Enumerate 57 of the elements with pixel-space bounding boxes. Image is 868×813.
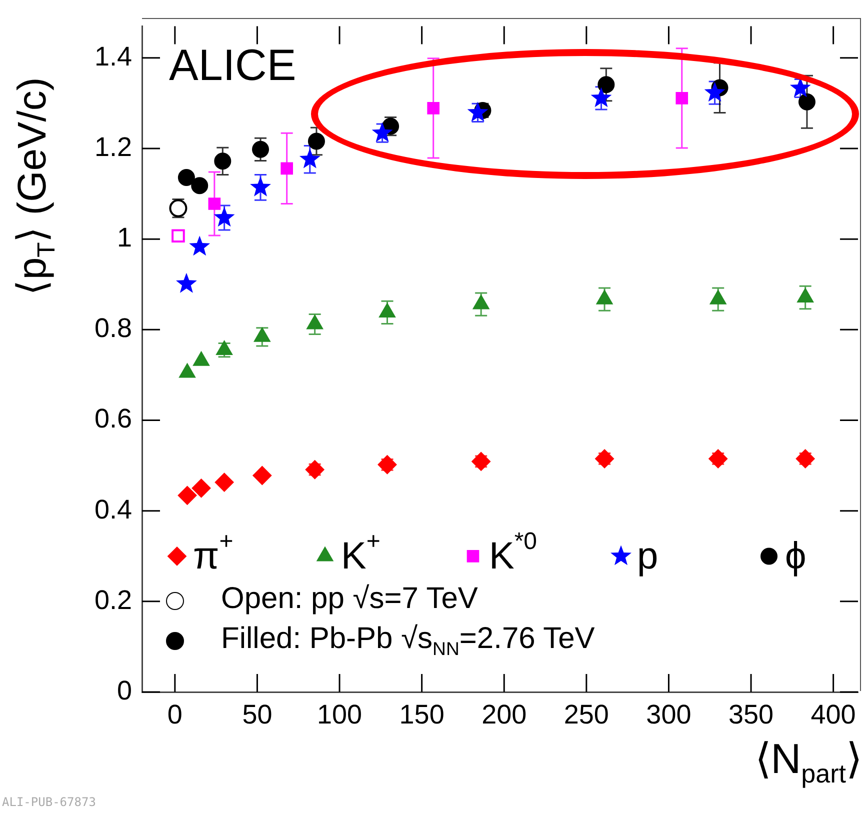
y-tick-label: 0: [116, 675, 132, 706]
point: [252, 140, 270, 158]
point: [590, 87, 612, 108]
legend-label: p: [637, 536, 658, 578]
annotation: Open: pp √s=7 TeV: [221, 582, 478, 616]
x-tick-label: 0: [167, 700, 182, 730]
point: [250, 176, 271, 196]
x-tick-label: 400: [810, 700, 856, 730]
point: [189, 236, 210, 256]
legend-label: K+: [341, 528, 380, 578]
annotation: Filled: Pb-Pb √s$_{NN}$=2.76 TeV: [221, 622, 595, 660]
point: [595, 449, 614, 468]
y-tick-label: 1: [116, 222, 132, 253]
point: [798, 93, 816, 110]
point: [598, 76, 615, 94]
point: [214, 472, 234, 492]
point: [178, 486, 197, 505]
point: [192, 478, 211, 498]
y-tick-label: 1.2: [94, 132, 132, 162]
chart-title: ALICE: [169, 41, 296, 90]
point: [676, 92, 688, 104]
text: ALI-PUB-67873: [2, 795, 96, 809]
point: [305, 460, 324, 480]
point: [214, 152, 232, 170]
point: [252, 466, 272, 485]
point: [704, 82, 726, 102]
point: [191, 177, 208, 194]
point: [178, 168, 195, 186]
x-axis-title: ⟨N$_{part}$⟩: [754, 735, 862, 788]
y-tick-label: 0.8: [94, 313, 132, 344]
point: [378, 455, 397, 474]
x-tick-label: 300: [646, 700, 692, 730]
legend-label: π+: [193, 528, 234, 578]
point: [299, 148, 320, 168]
y-tick-label: 1.4: [94, 41, 132, 72]
point: [467, 102, 488, 122]
y-tick-label: 0.6: [94, 404, 132, 434]
y-tick-label: 0.4: [94, 494, 132, 524]
point: [708, 449, 728, 468]
point: [280, 162, 294, 175]
x-tick-label: 350: [728, 700, 774, 730]
point: [176, 272, 197, 293]
point: [472, 452, 491, 471]
x-tick-label: 50: [242, 700, 272, 730]
x-tick-label: 150: [399, 700, 444, 730]
legend-label: ϕ: [785, 536, 806, 578]
point: [372, 122, 393, 142]
point: [308, 132, 325, 150]
y-tick-label: 0.2: [94, 584, 132, 615]
point: [214, 206, 235, 227]
point: [172, 229, 185, 243]
x-tick-label: 100: [316, 700, 362, 730]
point: [796, 449, 815, 468]
x-tick-label: 200: [482, 700, 527, 730]
point: [427, 102, 440, 114]
x-tick-label: 250: [564, 700, 609, 730]
point: [208, 198, 221, 210]
